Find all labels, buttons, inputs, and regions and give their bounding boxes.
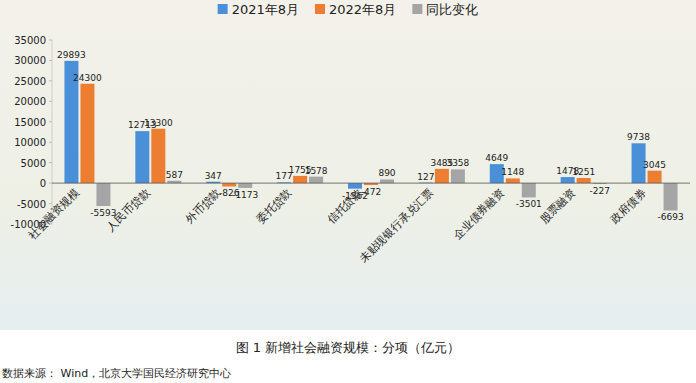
- y-tick-label: -5000: [17, 199, 46, 210]
- y-tick: [49, 203, 52, 204]
- data-label: 1251: [572, 167, 595, 177]
- y-tick: [49, 162, 52, 163]
- data-label: 127: [417, 172, 434, 182]
- y-tick-label: 15000: [14, 117, 46, 128]
- y-tick: [49, 80, 52, 81]
- data-label: 347: [205, 171, 222, 181]
- bar: [309, 177, 323, 183]
- data-label: 587: [166, 170, 183, 180]
- data-label: 1148: [501, 167, 524, 177]
- bar: [451, 169, 465, 183]
- y-tick: [49, 142, 52, 143]
- data-label: 890: [378, 168, 395, 178]
- bar: [151, 129, 165, 183]
- bar: [561, 177, 575, 183]
- bar: [577, 178, 591, 183]
- y-tick-label: 30000: [14, 55, 46, 66]
- legend-label: 2022年8月: [329, 2, 396, 17]
- legend: 2021年8月 2022年8月 同比变化: [218, 2, 479, 17]
- y-tick: [49, 60, 52, 61]
- data-label: 13300: [144, 118, 173, 128]
- y-tick: [49, 101, 52, 102]
- bar: [648, 171, 662, 183]
- bar: [135, 131, 149, 183]
- source: 数据来源： Wind，北京大学国民经济研究中心: [2, 367, 231, 380]
- bar: [96, 183, 110, 206]
- bar: [80, 84, 94, 183]
- y-axis: [52, 40, 53, 224]
- x-tick-label: 信托贷款: [325, 186, 365, 226]
- x-tick-label: 委托贷款: [254, 186, 294, 226]
- background: [0, 0, 696, 330]
- y-tick: [49, 121, 52, 122]
- legend-swatch: [412, 4, 422, 14]
- y-tick-label: 10000: [14, 137, 46, 148]
- x-tick-label: 外币贷款: [183, 186, 223, 226]
- data-label: -1173: [232, 190, 258, 200]
- legend-swatch: [218, 4, 228, 14]
- x-tick-label: 企业债券融资: [451, 186, 507, 242]
- data-label: -227: [589, 186, 609, 196]
- bar: [380, 179, 394, 183]
- bar: [506, 178, 520, 183]
- x-tick-label: 股票融资: [537, 186, 577, 226]
- data-label: 4649: [485, 153, 508, 163]
- x-tick-label: 人民币贷款: [104, 186, 152, 234]
- x-tick-label: 政府债券: [608, 186, 648, 226]
- bar: [664, 183, 678, 210]
- data-label: -6693: [657, 212, 683, 222]
- bar: [238, 183, 252, 188]
- caption: 图 1 新增社会融资规模：分项（亿元）: [236, 340, 461, 355]
- x-tick-label: 社会融资规模: [26, 186, 82, 242]
- y-tick: [49, 40, 52, 41]
- bar: [293, 176, 307, 183]
- data-label: 1578: [305, 166, 328, 176]
- legend-label: 2021年8月: [232, 2, 299, 17]
- y-tick-label: 20000: [14, 96, 46, 107]
- data-label: 3358: [446, 158, 469, 168]
- data-label: 3045: [643, 160, 666, 170]
- zero-line: [52, 183, 690, 184]
- chart: -10000-500005000100001500020000250003000…: [0, 0, 696, 383]
- legend-swatch: [315, 4, 325, 14]
- y-tick-label: 25000: [14, 76, 46, 87]
- x-tick-label: 未贴现银行承兑汇票: [357, 186, 436, 265]
- bar: [222, 183, 236, 186]
- bars: [64, 61, 677, 211]
- bar: [435, 169, 449, 183]
- data-label: 24300: [73, 73, 102, 83]
- y-tick-label: 0: [40, 178, 46, 189]
- data-label: -3501: [516, 199, 542, 209]
- data-label: 9738: [627, 132, 650, 142]
- data-label: 29893: [57, 50, 86, 60]
- y-tick-label: 35000: [14, 35, 46, 46]
- bar: [522, 183, 536, 197]
- y-tick-label: 5000: [21, 158, 46, 169]
- y-tick: [49, 183, 52, 184]
- legend-label: 同比变化: [426, 2, 478, 17]
